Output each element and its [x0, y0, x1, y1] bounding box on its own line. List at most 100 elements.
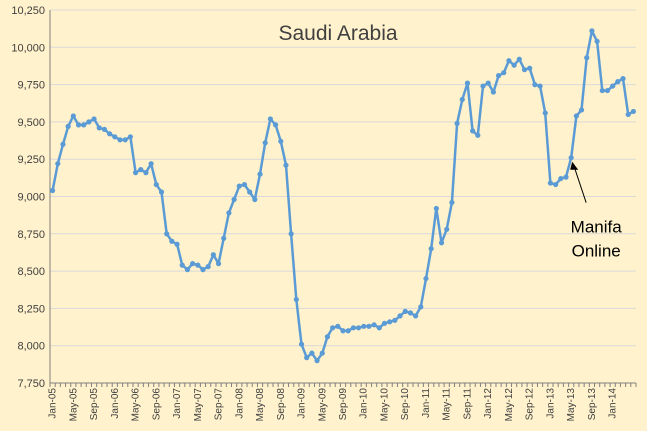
data-point	[278, 138, 284, 144]
data-point	[542, 110, 548, 116]
data-point	[532, 82, 538, 88]
x-tick-label: May-11	[442, 388, 453, 421]
data-point	[49, 187, 56, 194]
data-point	[143, 170, 149, 176]
data-point	[558, 175, 564, 182]
x-tick-label: Sep-05	[89, 388, 100, 421]
x-tick-label: Jan-08	[234, 388, 245, 419]
data-point	[402, 308, 408, 314]
x-tick-label: Jan-13	[545, 388, 556, 419]
data-point	[298, 341, 305, 347]
data-point	[283, 162, 289, 168]
data-point	[413, 313, 419, 319]
data-point	[184, 267, 191, 273]
data-point	[625, 111, 631, 118]
data-point	[630, 108, 637, 115]
data-point	[444, 226, 450, 232]
data-point	[433, 205, 439, 212]
y-tick-label: 8,000	[17, 341, 45, 353]
series-layer	[49, 28, 637, 364]
data-point	[81, 122, 87, 128]
x-tick-label: May-12	[504, 388, 515, 422]
data-point	[553, 181, 559, 188]
x-tick-label: Sep-12	[525, 388, 536, 421]
data-point	[241, 181, 248, 188]
data-point	[610, 83, 616, 89]
data-point	[107, 131, 113, 137]
data-point	[454, 120, 460, 126]
data-point	[516, 56, 522, 62]
x-tick-label: Sep-09	[338, 388, 349, 421]
x-tick-label: Jan-14	[608, 388, 619, 419]
data-point	[371, 322, 377, 328]
data-point	[190, 261, 196, 267]
data-point	[179, 262, 185, 268]
data-point	[226, 210, 232, 216]
data-point	[501, 70, 507, 76]
data-point	[252, 196, 258, 203]
data-point	[324, 334, 331, 340]
data-point	[506, 58, 512, 64]
data-point	[60, 141, 66, 147]
data-point	[293, 296, 299, 303]
data-point	[304, 355, 310, 361]
data-point	[490, 89, 496, 95]
data-point	[86, 119, 92, 125]
data-point	[314, 358, 320, 364]
chart-title: Saudi Arabia	[278, 22, 397, 45]
data-point	[164, 231, 170, 237]
data-point	[578, 107, 585, 113]
annotation-arrow-line	[572, 163, 587, 203]
data-point	[350, 325, 356, 331]
data-point	[127, 134, 133, 140]
x-tick-label: Jan-11	[421, 388, 432, 418]
data-point	[428, 246, 434, 252]
data-point	[257, 171, 263, 177]
x-tick-label: Sep-10	[400, 388, 411, 421]
x-tick-label: Jan-07	[172, 388, 183, 419]
x-tick-label: Jan-09	[297, 388, 308, 419]
y-tick-label: 9,750	[17, 80, 45, 92]
data-point	[599, 87, 605, 94]
data-point	[366, 323, 372, 329]
data-point	[215, 261, 222, 267]
data-point	[438, 240, 445, 246]
data-point	[101, 126, 108, 132]
x-tick-label: Jan-10	[359, 388, 370, 419]
data-point	[381, 320, 388, 326]
data-point	[470, 128, 476, 134]
x-tick-label: May-09	[317, 388, 328, 422]
x-tick-label: May-05	[68, 388, 79, 422]
data-point	[511, 62, 517, 68]
data-point	[210, 252, 216, 258]
data-point	[563, 174, 569, 180]
data-point	[200, 267, 206, 273]
x-tick-label: Jan-05	[48, 388, 59, 419]
data-point	[521, 67, 528, 73]
data-point	[117, 137, 123, 143]
data-point	[620, 76, 626, 82]
data-point	[485, 80, 491, 86]
data-point	[267, 116, 273, 122]
y-tick-label: 10,250	[11, 5, 45, 17]
data-point	[91, 116, 97, 122]
data-point	[138, 167, 144, 173]
data-point	[158, 189, 165, 195]
data-point	[604, 87, 611, 94]
annotation-text: Manifa	[571, 218, 623, 237]
data-point	[594, 38, 600, 44]
data-point	[397, 313, 403, 319]
y-tick-label: 8,250	[17, 303, 45, 315]
data-point	[55, 161, 61, 167]
data-point	[70, 113, 76, 119]
x-tick-label: Sep-08	[276, 388, 287, 421]
data-point	[122, 137, 128, 143]
data-point	[132, 170, 139, 176]
data-point	[330, 325, 336, 331]
data-point	[148, 161, 154, 167]
data-point	[361, 323, 367, 329]
gridlines	[50, 9, 636, 384]
data-point	[480, 83, 486, 89]
data-point	[376, 325, 382, 331]
